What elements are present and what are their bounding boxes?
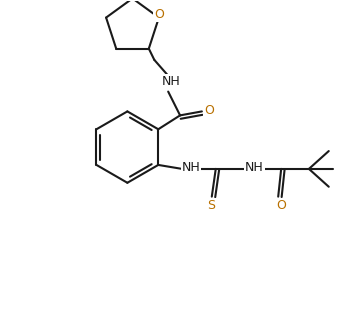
Text: NH: NH [182, 161, 201, 175]
Text: O: O [204, 104, 214, 117]
Text: NH: NH [245, 161, 264, 175]
Text: O: O [276, 199, 286, 212]
Text: O: O [154, 8, 164, 21]
Text: NH: NH [162, 75, 181, 88]
Text: S: S [207, 199, 215, 212]
